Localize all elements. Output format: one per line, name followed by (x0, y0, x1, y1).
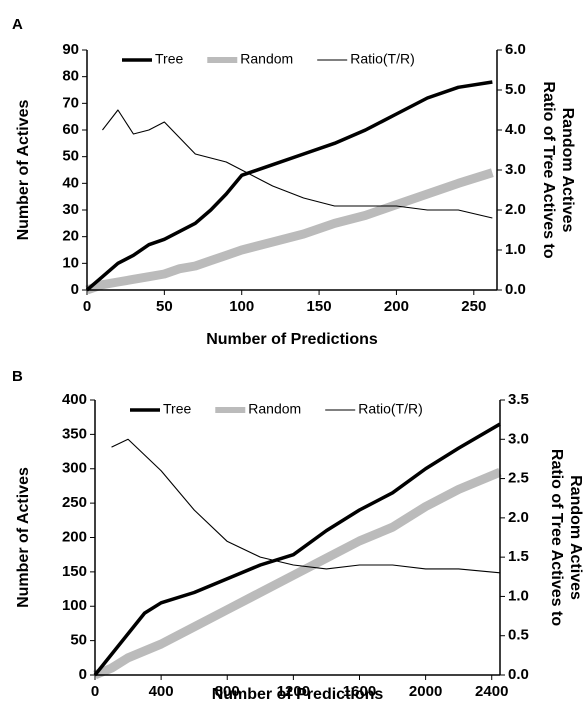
y-tick-label: 20 (62, 228, 79, 245)
y-tick-label: 50 (62, 148, 79, 165)
y-tick-label: 40 (62, 174, 79, 191)
y2-tick-label: 3.0 (505, 161, 526, 178)
x-tick-label: 200 (384, 298, 409, 315)
y2-tick-label: 6.0 (505, 41, 526, 58)
y-tick-label: 400 (62, 391, 87, 408)
x-tick-label: 1200 (277, 683, 310, 700)
y-tick-label: 60 (62, 121, 79, 138)
series-line (93, 422, 501, 677)
x-tick-label: 50 (156, 298, 173, 315)
y-tick-label: 250 (62, 494, 87, 511)
y2-tick-label: 2.0 (505, 201, 526, 218)
y2-tick-label: 1.5 (508, 548, 529, 565)
x-tick-label: 100 (229, 298, 254, 315)
panel-label: B (12, 368, 23, 385)
y2-axis-label: Ratio of Tree Actives to (548, 449, 565, 626)
y2-tick-label: 0.0 (505, 281, 526, 298)
y2-tick-label: 2.0 (508, 509, 529, 526)
y2-tick-label: 3.0 (508, 430, 529, 447)
y-axis-label: Number of Actives (15, 467, 32, 608)
y-tick-label: 350 (62, 425, 87, 442)
legend-label: Random (248, 401, 301, 417)
x-tick-label: 0 (83, 298, 91, 315)
y-tick-label: 90 (62, 41, 79, 58)
x-axis-label: Number of Predictions (212, 686, 384, 703)
x-tick-label: 0 (91, 683, 99, 700)
legend-label: Tree (155, 51, 183, 67)
y2-tick-label: 4.0 (505, 121, 526, 138)
x-tick-label: 800 (215, 683, 240, 700)
y2-tick-label: 1.0 (508, 587, 529, 604)
x-tick-label: 250 (461, 298, 486, 315)
legend-label: Tree (163, 401, 191, 417)
y-tick-label: 0 (79, 666, 87, 683)
x-tick-label: 2000 (409, 683, 442, 700)
y2-tick-label: 0.5 (508, 627, 529, 644)
y-tick-label: 80 (62, 68, 79, 85)
series-line (85, 168, 494, 295)
y2-tick-label: 3.5 (508, 391, 529, 408)
legend-label: Random (240, 51, 293, 67)
legend-label: Ratio(T/R) (358, 401, 423, 417)
x-tick-label: 150 (307, 298, 332, 315)
y-tick-label: 0 (71, 281, 79, 298)
y-tick-label: 300 (62, 460, 87, 477)
y2-tick-label: 0.0 (508, 666, 529, 683)
y-tick-label: 70 (62, 94, 79, 111)
x-tick-label: 2400 (475, 683, 508, 700)
y-tick-label: 200 (62, 528, 87, 545)
y-axis-label: Number of Actives (15, 100, 32, 241)
series-line (85, 80, 493, 292)
y2-tick-label: 1.0 (505, 241, 526, 258)
x-tick-label: 1600 (343, 683, 376, 700)
y2-axis-label: Ratio of Tree Actives to (540, 81, 557, 258)
legend-label: Ratio(T/R) (350, 51, 415, 67)
x-tick-label: 400 (149, 683, 174, 700)
y2-axis-label: Random Actives (567, 475, 584, 600)
x-axis-label: Number of Predictions (206, 331, 378, 348)
y2-tick-label: 5.0 (505, 81, 526, 98)
y-tick-label: 10 (62, 254, 79, 271)
series-line (93, 468, 502, 680)
series-line (111, 438, 501, 574)
y-tick-label: 50 (70, 632, 87, 649)
y2-axis-label: Random Actives (559, 108, 576, 233)
y-tick-label: 30 (62, 201, 79, 218)
panel-label: A (12, 16, 23, 33)
y2-tick-label: 2.5 (508, 470, 529, 487)
y-tick-label: 100 (62, 597, 87, 614)
y-tick-label: 150 (62, 563, 87, 580)
series-line (102, 109, 493, 219)
